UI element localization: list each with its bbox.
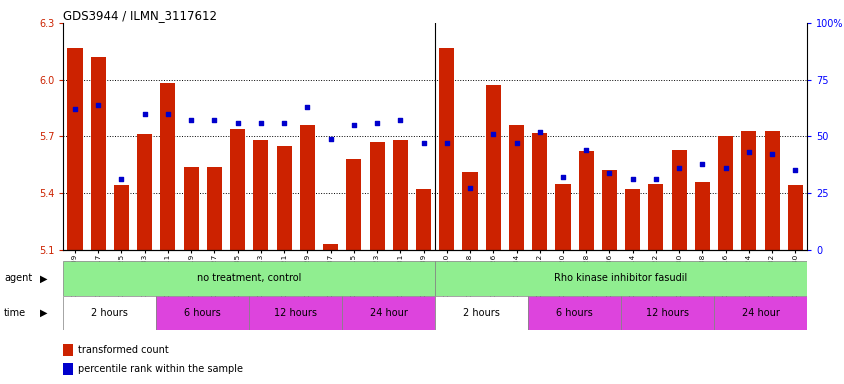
Bar — [230, 129, 245, 250]
Text: 2 hours: 2 hours — [91, 308, 128, 318]
Bar — [300, 125, 315, 250]
Bar — [68, 48, 83, 250]
Text: ▶: ▶ — [40, 273, 47, 283]
Point — [625, 176, 639, 182]
Point — [416, 140, 430, 146]
Bar — [713, 296, 806, 330]
Bar — [253, 140, 268, 250]
Text: percentile rank within the sample: percentile rank within the sample — [78, 364, 243, 374]
Text: agent: agent — [4, 273, 32, 283]
Point — [230, 120, 244, 126]
Bar — [90, 57, 106, 250]
Point — [440, 140, 453, 146]
Bar — [620, 296, 713, 330]
Bar — [369, 142, 384, 250]
Point — [602, 169, 615, 175]
Bar — [156, 296, 249, 330]
Text: no treatment, control: no treatment, control — [197, 273, 301, 283]
Bar — [435, 261, 806, 296]
Point — [533, 129, 546, 135]
Point — [509, 140, 522, 146]
Bar — [485, 85, 500, 250]
Text: 2 hours: 2 hours — [463, 308, 500, 318]
Bar — [63, 261, 435, 296]
Bar — [508, 125, 523, 250]
Point — [115, 176, 128, 182]
Point — [555, 174, 569, 180]
Bar — [601, 170, 616, 250]
Text: GDS3944 / ILMN_3117612: GDS3944 / ILMN_3117612 — [63, 9, 217, 22]
Point — [347, 122, 360, 128]
Bar — [63, 344, 73, 356]
Point — [254, 120, 268, 126]
Text: time: time — [4, 308, 26, 318]
Bar — [532, 132, 547, 250]
Bar — [671, 149, 686, 250]
Text: 6 hours: 6 hours — [184, 308, 221, 318]
Point — [718, 165, 732, 171]
Bar — [342, 296, 435, 330]
Point — [741, 149, 755, 155]
Bar — [647, 184, 663, 250]
Bar — [462, 172, 477, 250]
Bar — [63, 363, 73, 375]
Point — [672, 165, 685, 171]
Text: 24 hour: 24 hour — [370, 308, 407, 318]
Text: 12 hours: 12 hours — [646, 308, 688, 318]
Point — [787, 167, 801, 173]
Bar — [207, 167, 222, 250]
Bar — [249, 296, 342, 330]
Bar — [555, 184, 570, 250]
Bar — [439, 48, 454, 250]
Text: transformed count: transformed count — [78, 345, 169, 355]
Point — [68, 106, 82, 112]
Bar — [717, 136, 733, 250]
Point — [300, 104, 314, 110]
Text: 12 hours: 12 hours — [274, 308, 316, 318]
Bar — [114, 185, 129, 250]
Point — [184, 118, 197, 124]
Bar — [137, 134, 152, 250]
Text: 24 hour: 24 hour — [741, 308, 778, 318]
Point — [323, 136, 337, 142]
Point — [486, 131, 500, 137]
Point — [765, 151, 778, 157]
Text: 6 hours: 6 hours — [555, 308, 592, 318]
Point — [161, 111, 175, 117]
Point — [277, 120, 290, 126]
Bar — [764, 131, 779, 250]
Bar — [415, 189, 430, 250]
Text: Rho kinase inhibitor fasudil: Rho kinase inhibitor fasudil — [554, 273, 687, 283]
Bar — [787, 185, 802, 250]
Bar — [694, 182, 709, 250]
Bar — [183, 167, 198, 250]
Bar — [528, 296, 620, 330]
Point — [393, 118, 407, 124]
Text: ▶: ▶ — [40, 308, 47, 318]
Bar — [578, 151, 593, 250]
Bar — [740, 131, 755, 250]
Point — [370, 120, 383, 126]
Bar — [392, 140, 408, 250]
Point — [648, 176, 662, 182]
Point — [579, 147, 592, 153]
Point — [138, 111, 151, 117]
Bar — [625, 189, 640, 250]
Bar — [160, 83, 176, 250]
Bar — [322, 244, 338, 250]
Bar — [276, 146, 291, 250]
Point — [91, 101, 105, 108]
Point — [208, 118, 221, 124]
Bar — [346, 159, 361, 250]
Point — [463, 185, 476, 192]
Point — [695, 161, 708, 167]
Bar — [63, 296, 156, 330]
Bar — [435, 296, 528, 330]
